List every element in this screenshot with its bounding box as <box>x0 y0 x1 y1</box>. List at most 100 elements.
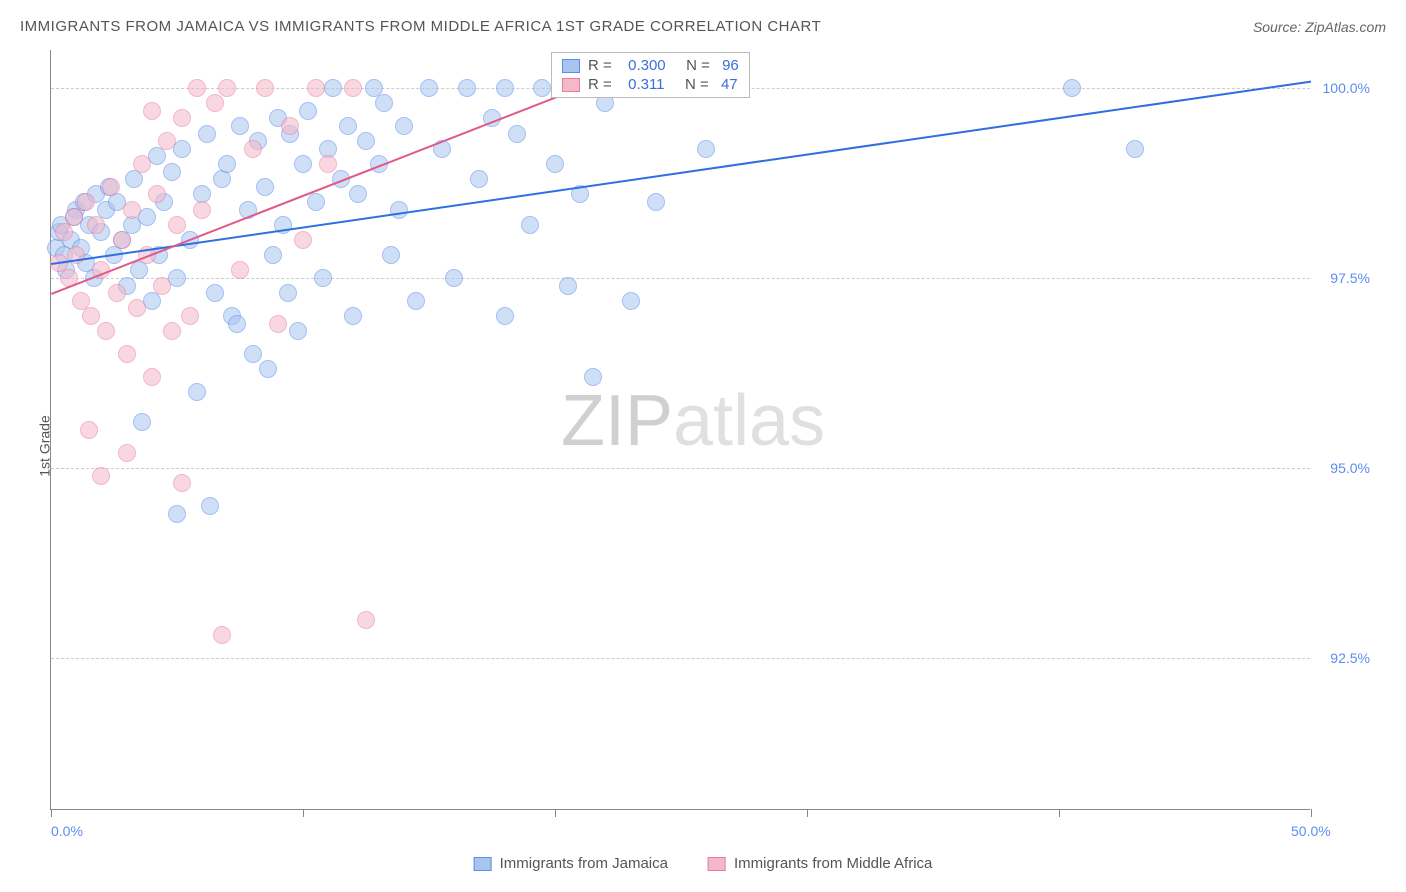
data-point <box>697 140 715 158</box>
legend-item: Immigrants from Jamaica <box>474 855 668 872</box>
data-point <box>206 284 224 302</box>
data-point <box>168 505 186 523</box>
legend-row: R = 0.300 N = 96 <box>562 57 739 74</box>
data-point <box>319 155 337 173</box>
data-point <box>357 132 375 150</box>
legend-label: Immigrants from Jamaica <box>500 855 668 872</box>
data-point <box>395 117 413 135</box>
data-point <box>213 626 231 644</box>
watermark-bold: ZIP <box>561 381 673 461</box>
n-label: N = <box>673 76 709 93</box>
gridline-h <box>51 658 1310 659</box>
data-point <box>228 315 246 333</box>
title-bar: IMMIGRANTS FROM JAMAICA VS IMMIGRANTS FR… <box>20 18 1386 35</box>
data-point <box>390 201 408 219</box>
data-point <box>496 79 514 97</box>
data-point <box>148 185 166 203</box>
data-point <box>307 193 325 211</box>
data-point <box>382 246 400 264</box>
data-point <box>259 360 277 378</box>
r-label: R = <box>588 76 612 93</box>
data-point <box>193 201 211 219</box>
r-value: 0.311 <box>620 76 665 93</box>
data-point <box>118 345 136 363</box>
legend-label: Immigrants from Middle Africa <box>734 855 932 872</box>
data-point <box>1126 140 1144 158</box>
data-point <box>188 383 206 401</box>
y-tick-label: 100.0% <box>1323 80 1370 96</box>
data-point <box>314 269 332 287</box>
data-point <box>307 79 325 97</box>
data-point <box>281 117 299 135</box>
data-point <box>55 223 73 241</box>
data-point <box>198 125 216 143</box>
data-point <box>521 216 539 234</box>
data-point <box>407 292 425 310</box>
y-tick-label: 97.5% <box>1330 270 1370 286</box>
data-point <box>324 79 342 97</box>
data-point <box>231 117 249 135</box>
data-point <box>168 216 186 234</box>
r-value: 0.300 <box>620 57 666 74</box>
data-point <box>264 246 282 264</box>
gridline-h <box>51 468 1310 469</box>
data-point <box>128 299 146 317</box>
watermark: ZIPatlas <box>561 380 825 462</box>
x-tick <box>303 809 304 817</box>
x-tick <box>1059 809 1060 817</box>
chart-title: IMMIGRANTS FROM JAMAICA VS IMMIGRANTS FR… <box>20 18 821 35</box>
n-label: N = <box>674 57 710 74</box>
data-point <box>158 132 176 150</box>
data-point <box>647 193 665 211</box>
data-point <box>108 284 126 302</box>
data-point <box>1063 79 1081 97</box>
data-point <box>173 109 191 127</box>
data-point <box>269 315 287 333</box>
x-tick-label: 50.0% <box>1291 823 1331 839</box>
x-tick <box>807 809 808 817</box>
data-point <box>289 322 307 340</box>
data-point <box>546 155 564 173</box>
legend-row: R = 0.311 N = 47 <box>562 76 739 93</box>
x-tick <box>1311 809 1312 817</box>
data-point <box>133 155 151 173</box>
data-point <box>256 79 274 97</box>
legend-swatch <box>562 78 580 92</box>
data-point <box>470 170 488 188</box>
data-point <box>133 413 151 431</box>
source-label: Source: ZipAtlas.com <box>1253 19 1386 35</box>
data-point <box>349 185 367 203</box>
y-tick-label: 95.0% <box>1330 460 1370 476</box>
data-point <box>102 178 120 196</box>
legend-swatch <box>708 857 726 871</box>
data-point <box>173 474 191 492</box>
data-point <box>458 79 476 97</box>
trend-line <box>51 80 1311 264</box>
data-point <box>143 102 161 120</box>
watermark-light: atlas <box>673 381 825 461</box>
correlation-legend: R = 0.300 N = 96 R = 0.311 N = 47 <box>551 52 750 98</box>
data-point <box>218 155 236 173</box>
data-point <box>357 611 375 629</box>
data-point <box>123 201 141 219</box>
data-point <box>163 322 181 340</box>
data-point <box>143 368 161 386</box>
x-tick-label: 0.0% <box>51 823 83 839</box>
data-point <box>231 261 249 279</box>
data-point <box>188 79 206 97</box>
n-value: 47 <box>717 76 738 93</box>
data-point <box>294 231 312 249</box>
data-point <box>339 117 357 135</box>
data-point <box>584 368 602 386</box>
data-point <box>77 193 95 211</box>
data-point <box>163 163 181 181</box>
legend-swatch <box>562 59 580 73</box>
data-point <box>445 269 463 287</box>
data-point <box>218 79 236 97</box>
data-point <box>299 102 317 120</box>
data-point <box>92 467 110 485</box>
data-point <box>559 277 577 295</box>
data-point <box>256 178 274 196</box>
plot-area: ZIPatlas 92.5%95.0%97.5%100.0%0.0%50.0%R… <box>50 50 1310 810</box>
data-point <box>294 155 312 173</box>
